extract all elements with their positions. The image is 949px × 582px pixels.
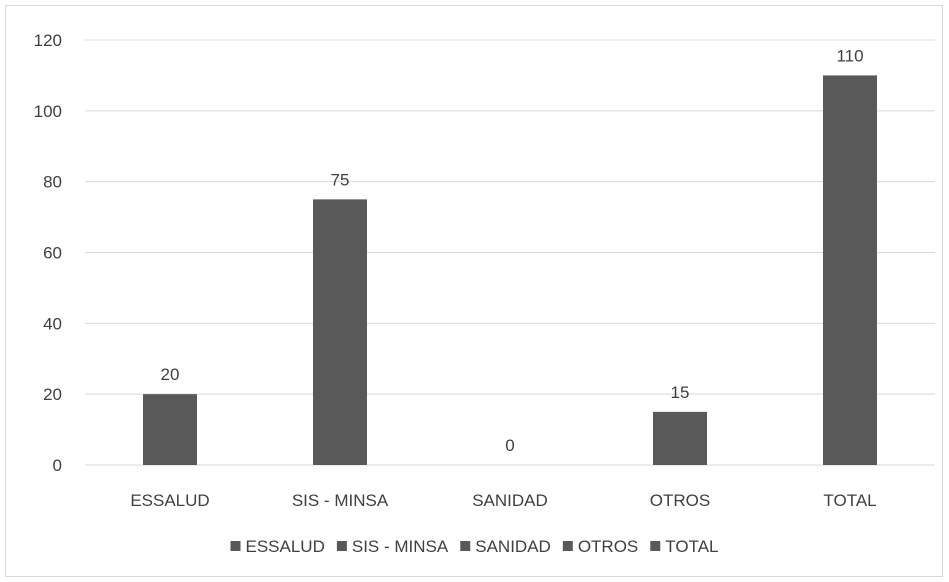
legend: ESSALUD SIS - MINSA SANIDAD OTROS TOTAL [230, 537, 718, 556]
y-axis-ticks: 0 20 40 60 80 100 120 [34, 31, 62, 475]
legend-swatch [460, 541, 471, 551]
bars [143, 75, 877, 466]
legend-swatch [650, 541, 661, 551]
legend-label: ESSALUD [246, 537, 325, 556]
data-label: 20 [161, 365, 180, 384]
legend-label: TOTAL [665, 537, 718, 556]
data-label: 75 [331, 170, 350, 189]
gridlines [85, 39, 935, 466]
x-category-label: SIS - MINSA [292, 491, 389, 510]
legend-label: SIS - MINSA [352, 537, 449, 556]
data-label: 110 [836, 46, 863, 65]
bar [143, 394, 197, 465]
x-axis-categories: ESSALUD SIS - MINSA SANIDAD OTROS TOTAL [130, 491, 876, 510]
legend-swatch [230, 541, 241, 551]
data-label: 15 [671, 383, 690, 402]
x-category-label: TOTAL [823, 491, 876, 510]
y-tick-label: 40 [43, 314, 62, 333]
x-category-label: SANIDAD [472, 491, 548, 510]
y-tick-label: 120 [34, 31, 62, 50]
bar [823, 75, 877, 466]
y-tick-label: 60 [43, 244, 62, 263]
legend-label: SANIDAD [475, 537, 551, 556]
y-tick-label: 80 [43, 173, 62, 192]
data-label: 0 [505, 436, 514, 455]
y-tick-label: 100 [34, 102, 62, 121]
data-labels: 20 75 0 15 110 [161, 46, 864, 455]
y-tick-label: 20 [43, 385, 62, 404]
bar [313, 199, 367, 465]
x-category-label: ESSALUD [130, 491, 209, 510]
bar [653, 411, 707, 465]
y-tick-label: 0 [53, 456, 62, 475]
chart-frame [5, 5, 943, 577]
legend-swatch [562, 541, 573, 551]
x-category-label: OTROS [650, 491, 710, 510]
legend-swatch [336, 541, 347, 551]
legend-label: OTROS [578, 537, 638, 556]
